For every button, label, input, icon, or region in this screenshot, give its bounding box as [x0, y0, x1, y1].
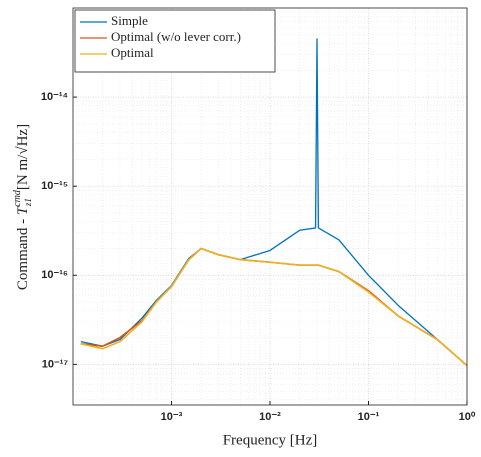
x-tick-label: 10⁻³: [161, 411, 183, 423]
x-tick-label: 10⁰: [459, 411, 476, 423]
line-series: [80, 38, 468, 367]
legend-label: Optimal: [111, 45, 154, 60]
y-label-symbol: T: [15, 205, 31, 215]
y-tick-label: 10⁻¹⁴: [41, 91, 68, 103]
y-tick-label: 10⁻¹⁵: [41, 180, 68, 192]
x-axis-label: Frequency [Hz]: [223, 432, 318, 448]
y-label-sup: cmd: [12, 189, 23, 207]
y-tick-label: 10⁻¹⁶: [41, 269, 68, 281]
y-label-text: Command -: [15, 215, 31, 290]
x-tick-label: 10⁻¹: [358, 411, 380, 423]
legend-label: Simple: [111, 13, 148, 28]
legend-box: [74, 9, 276, 73]
y-label-unit: [N m/√Hz]: [15, 124, 31, 190]
axes-box: [72, 7, 468, 406]
y-label-sub: z1: [23, 198, 33, 207]
y-axis-label: Command - Tcmdz1 [N m/√Hz]: [12, 124, 33, 290]
x-tick-label: 10⁻²: [259, 411, 281, 423]
line-series: [80, 247, 468, 367]
y-tick-label: 10⁻¹⁷: [42, 358, 69, 370]
legend-label: Optimal (w/o lever corr.): [111, 29, 241, 44]
